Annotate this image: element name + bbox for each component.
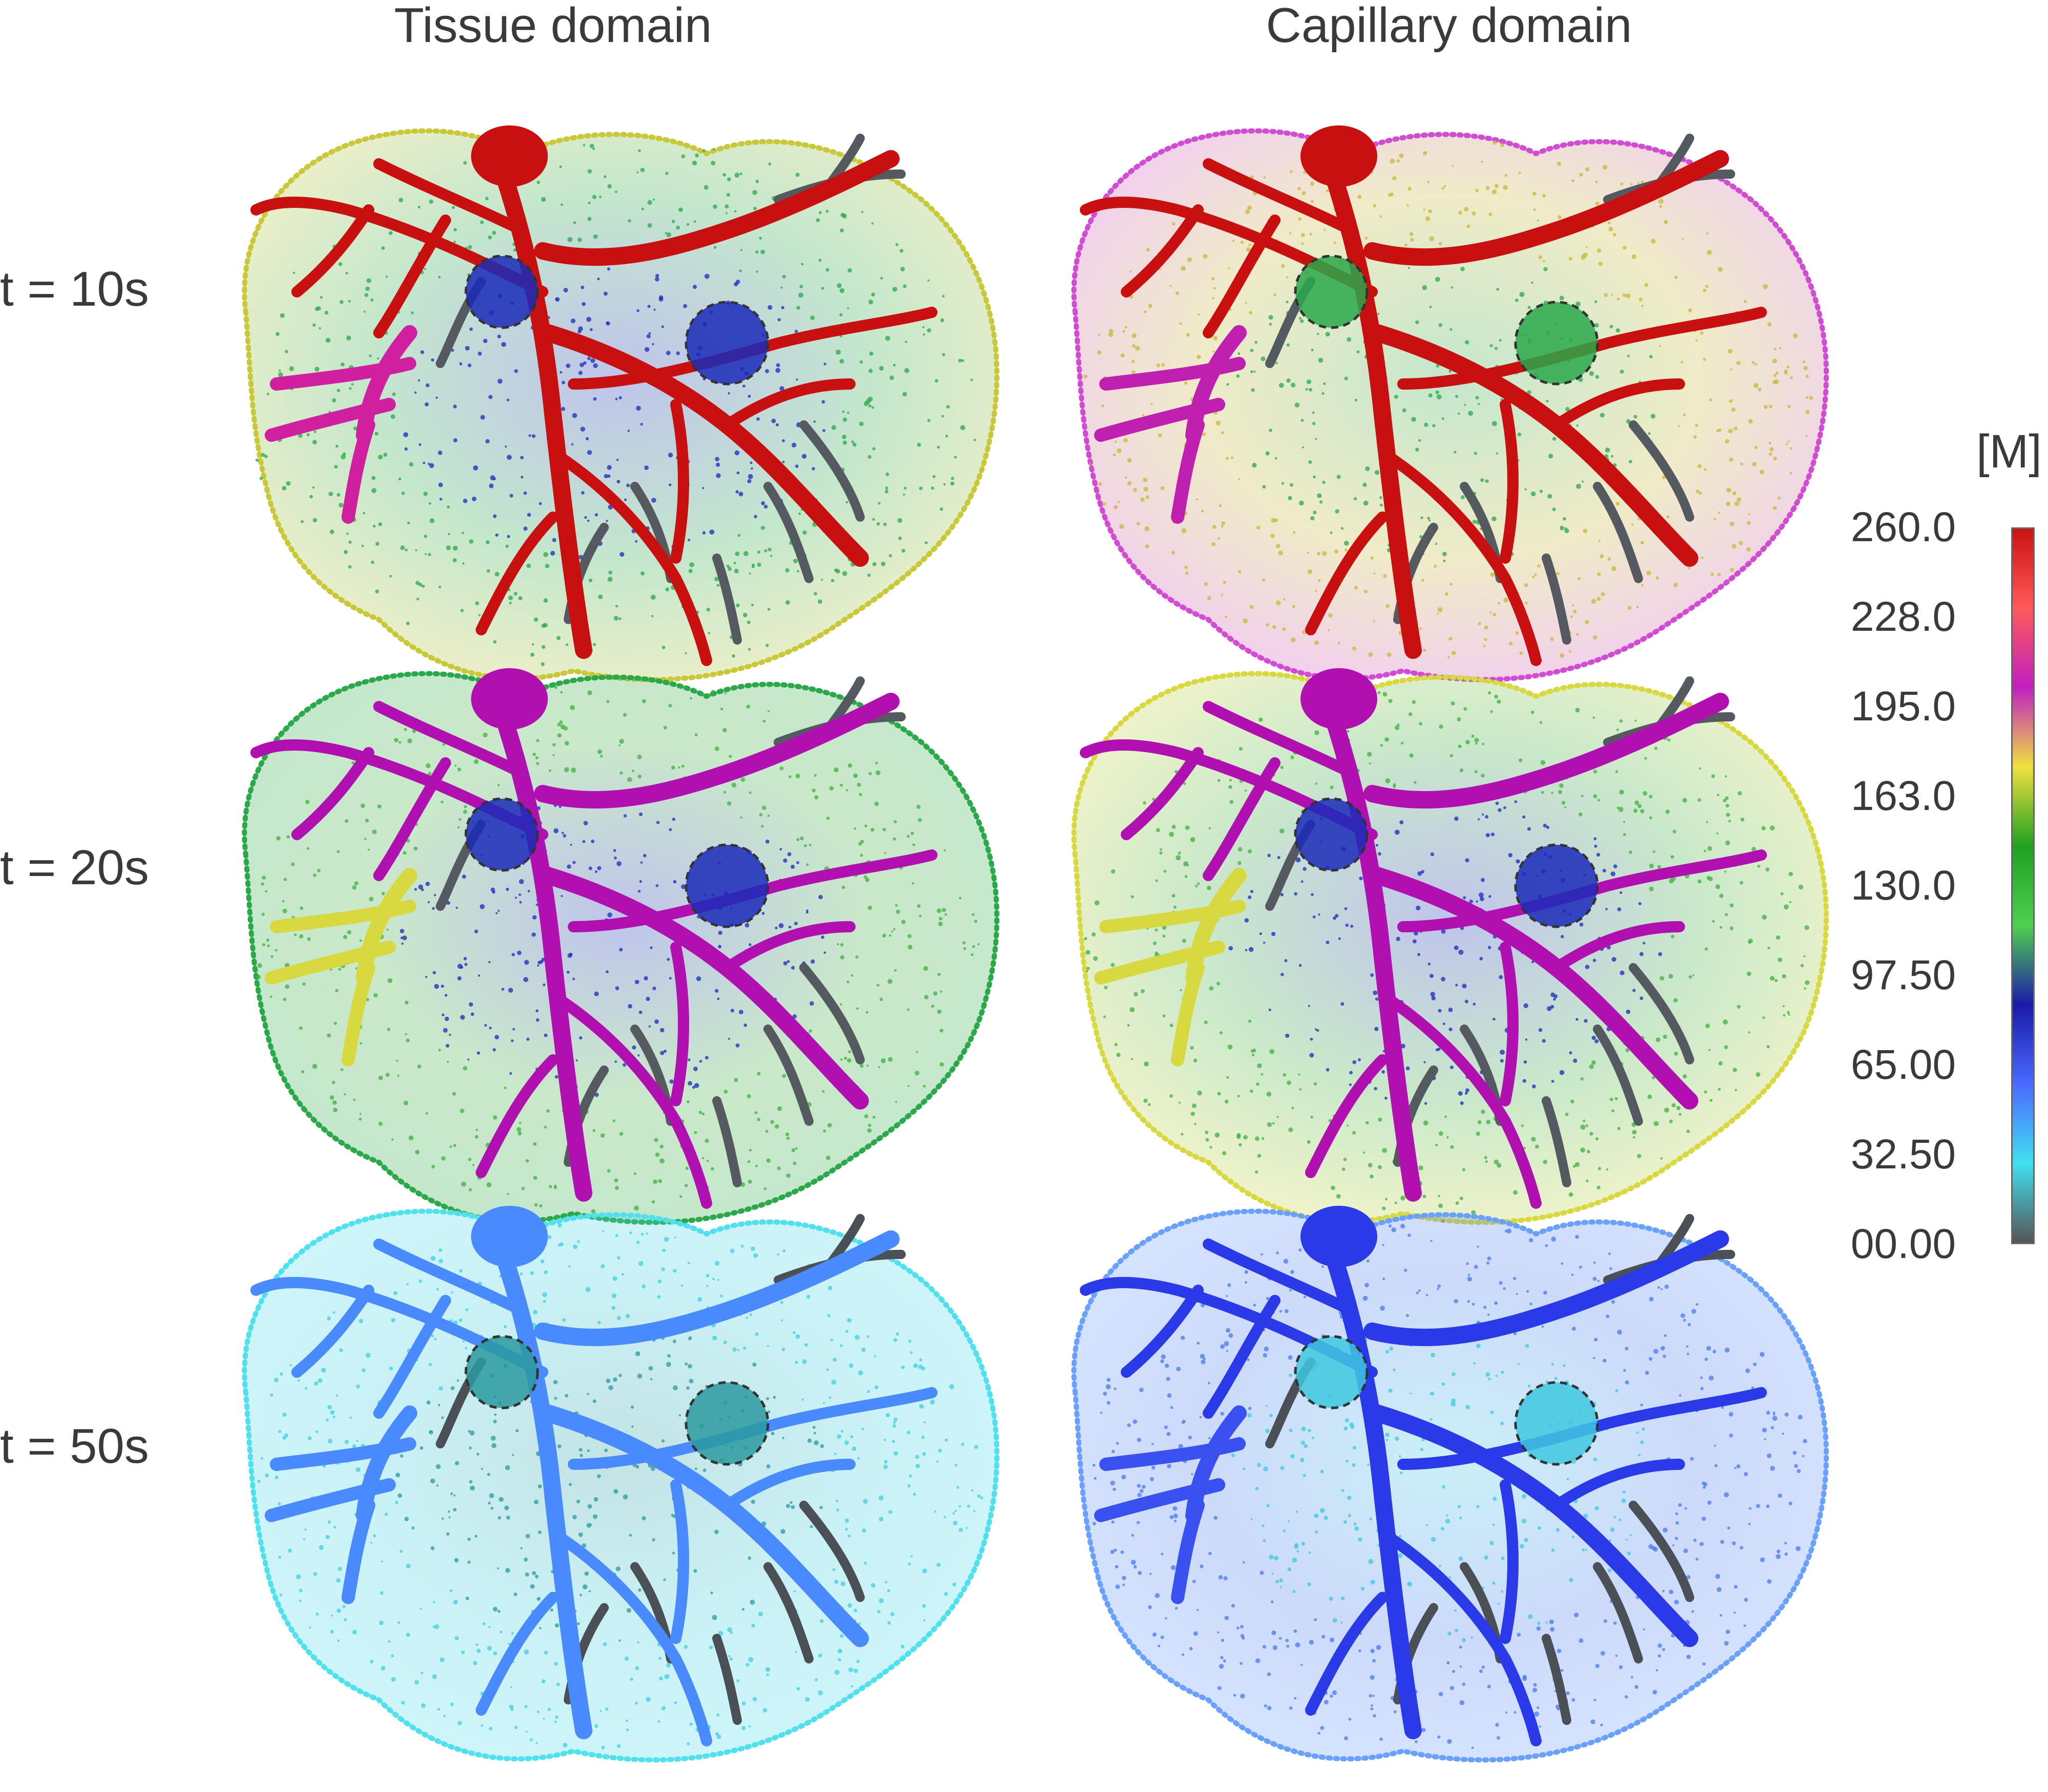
liver-panel-capillary-50s bbox=[1044, 1178, 1864, 1792]
colorbar-unit: [M] bbox=[1976, 425, 2042, 478]
colorbar-tick-label: 228.0 bbox=[1850, 593, 1956, 640]
column-title-tissue: Tissue domain bbox=[394, 0, 712, 53]
liver-panel-capillary-20s bbox=[1044, 640, 1864, 1254]
colorbar-tick-label: 260.0 bbox=[1850, 504, 1956, 550]
colorbar-tick-label: 97.50 bbox=[1850, 952, 1956, 998]
colorbar-tick-label: 65.00 bbox=[1850, 1041, 1956, 1088]
liver-panel-tissue-20s bbox=[215, 640, 1034, 1254]
colorbar-tick-label: 195.0 bbox=[1850, 683, 1956, 730]
liver-panel-tissue-50s bbox=[215, 1178, 1034, 1792]
colorbar-tick-label: 163.0 bbox=[1850, 773, 1956, 819]
colorbar-tick-label: 130.0 bbox=[1850, 862, 1956, 909]
row-label-10s: t = 10s bbox=[0, 262, 149, 316]
row-label-50s: t = 50s bbox=[0, 1419, 149, 1474]
column-title-capillary: Capillary domain bbox=[1266, 0, 1632, 53]
colorbar-tick-label: 32.50 bbox=[1850, 1131, 1956, 1178]
row-label-20s: t = 20s bbox=[0, 840, 149, 895]
colorbar-tick-label: 00.00 bbox=[1850, 1221, 1956, 1267]
liver-panel-tissue-10s bbox=[215, 97, 1034, 712]
colorbar-gradient bbox=[2011, 527, 2035, 1244]
liver-panel-capillary-10s bbox=[1044, 97, 1864, 712]
